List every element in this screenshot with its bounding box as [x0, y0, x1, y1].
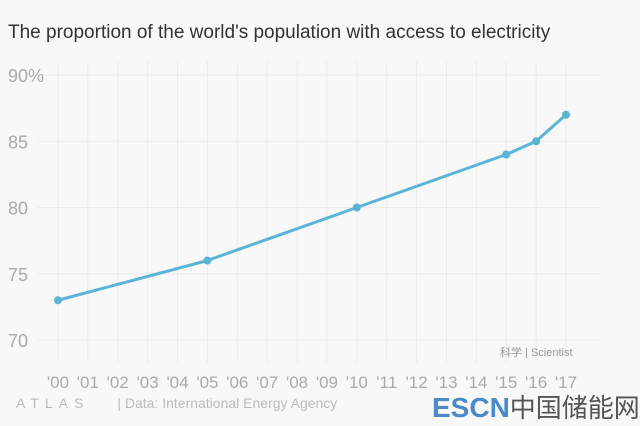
chart-title: The proportion of the world's population…: [8, 22, 551, 43]
x-tick-label: '16: [525, 373, 547, 392]
x-tick-label: '07: [256, 373, 278, 392]
x-tick-label: '04: [166, 373, 188, 392]
x-tick-label: '11: [376, 373, 397, 392]
y-tick-label: 75: [8, 265, 28, 285]
x-tick-label: '06: [226, 373, 248, 392]
x-tick-label: '17: [555, 373, 577, 392]
x-tick-label: '12: [406, 373, 428, 392]
atlas-logo: ATLAS: [16, 395, 90, 411]
data-point: [532, 137, 541, 146]
data-point: [352, 203, 361, 212]
x-tick-label: '03: [137, 373, 159, 392]
y-tick-label: 70: [8, 331, 28, 351]
x-tick-label: '10: [346, 373, 368, 392]
logo-en: ESCN: [432, 392, 510, 423]
data-point: [203, 256, 212, 265]
x-tick-label: '05: [196, 373, 218, 392]
escn-logo: ESCN中国储能网: [432, 388, 640, 425]
data-source: | Data: International Energy Agency: [117, 395, 338, 411]
x-tick-label: '02: [107, 373, 129, 392]
x-tick-label: '13: [435, 373, 457, 392]
logo-cn: 中国储能网: [509, 393, 640, 423]
x-tick-label: '15: [495, 373, 517, 392]
x-tick-label: '00: [47, 373, 69, 392]
y-tick-label: 85: [8, 132, 28, 152]
x-tick-label: '09: [316, 373, 338, 392]
x-tick-label: '14: [465, 373, 487, 392]
data-point: [562, 110, 570, 119]
series-line: [57, 113, 567, 302]
watermark: 科学 | Scientist: [500, 347, 573, 359]
data-point: [502, 150, 511, 159]
y-tick-label: 90%: [8, 66, 44, 86]
x-tick-label: '08: [286, 373, 308, 392]
x-tick-label: '01: [77, 373, 99, 392]
credit-line: ATLAS | Data: International Energy Agency: [16, 395, 337, 411]
y-tick-label: 80: [8, 199, 28, 219]
data-point: [54, 296, 62, 305]
